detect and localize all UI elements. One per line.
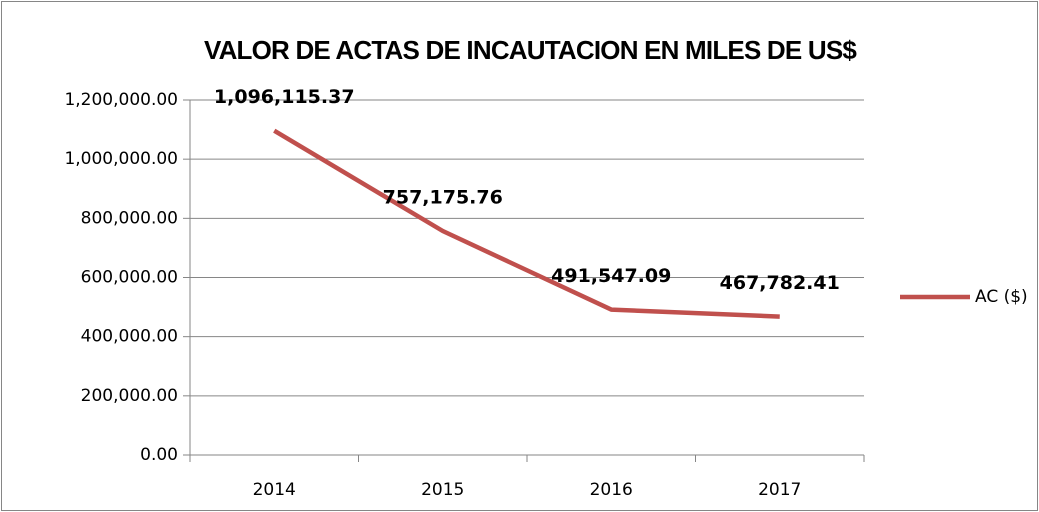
y-tick-label: 200,000.00 bbox=[81, 386, 178, 406]
x-tick-label: 2014 bbox=[253, 480, 296, 500]
y-tick-label: 1,200,000.00 bbox=[64, 90, 178, 110]
y-tick-label: 800,000.00 bbox=[81, 208, 178, 228]
y-tick-label: 1,000,000.00 bbox=[64, 149, 178, 169]
data-label: 757,175.76 bbox=[383, 187, 503, 209]
data-label: 467,782.41 bbox=[720, 272, 840, 294]
x-tick-label: 2015 bbox=[421, 480, 464, 500]
y-tick-label: 400,000.00 bbox=[81, 327, 178, 347]
legend-label: AC ($) bbox=[975, 287, 1028, 307]
line-series bbox=[273, 128, 780, 319]
y-tick-label: 0.00 bbox=[140, 445, 178, 465]
x-tick-label: 2016 bbox=[590, 480, 633, 500]
chart-title: VALOR DE ACTAS DE INCAUTACION EN MILES D… bbox=[204, 35, 857, 65]
x-tick-label: 2017 bbox=[758, 480, 801, 500]
data-label: 1,096,115.37 bbox=[214, 86, 355, 108]
data-label: 491,547.09 bbox=[551, 265, 671, 287]
y-tick-label: 600,000.00 bbox=[81, 268, 178, 288]
